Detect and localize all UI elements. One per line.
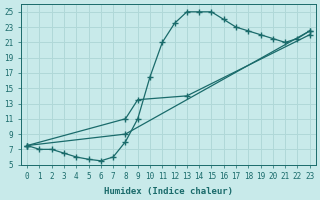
X-axis label: Humidex (Indice chaleur): Humidex (Indice chaleur) — [104, 187, 233, 196]
